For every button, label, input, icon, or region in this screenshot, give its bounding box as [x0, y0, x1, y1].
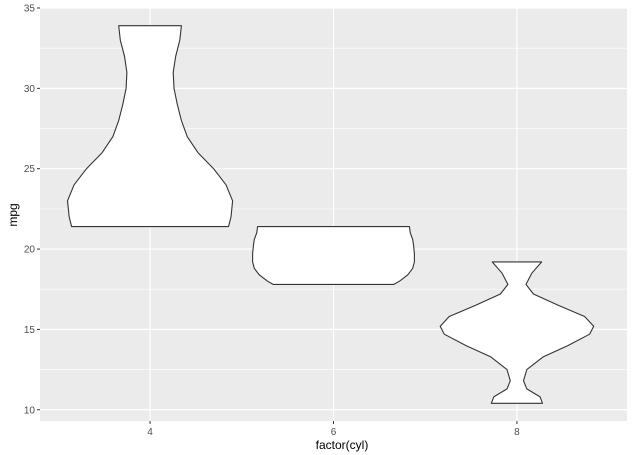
y-tick-label: 25 [24, 164, 36, 175]
x-axis-title: factor(cyl) [316, 438, 369, 452]
violin-cyl-8 [439, 261, 595, 404]
x-tick-label: 4 [147, 427, 153, 438]
x-tick-label: 6 [331, 427, 337, 438]
violin-cyl-4 [66, 25, 234, 228]
y-tick-label: 10 [24, 405, 36, 416]
violin-cyl-6 [252, 226, 415, 285]
y-axis-title: mpg [6, 203, 20, 226]
y-tick-label: 30 [24, 84, 36, 95]
violins [66, 25, 595, 404]
y-tick-label: 35 [24, 4, 36, 15]
y-tick-label: 15 [24, 325, 36, 336]
x-tick-label: 8 [514, 427, 520, 438]
y-tick-label: 20 [24, 245, 36, 256]
x-axis: 4 6 8 [147, 421, 520, 438]
y-axis: 10 15 20 25 30 35 [24, 4, 40, 416]
